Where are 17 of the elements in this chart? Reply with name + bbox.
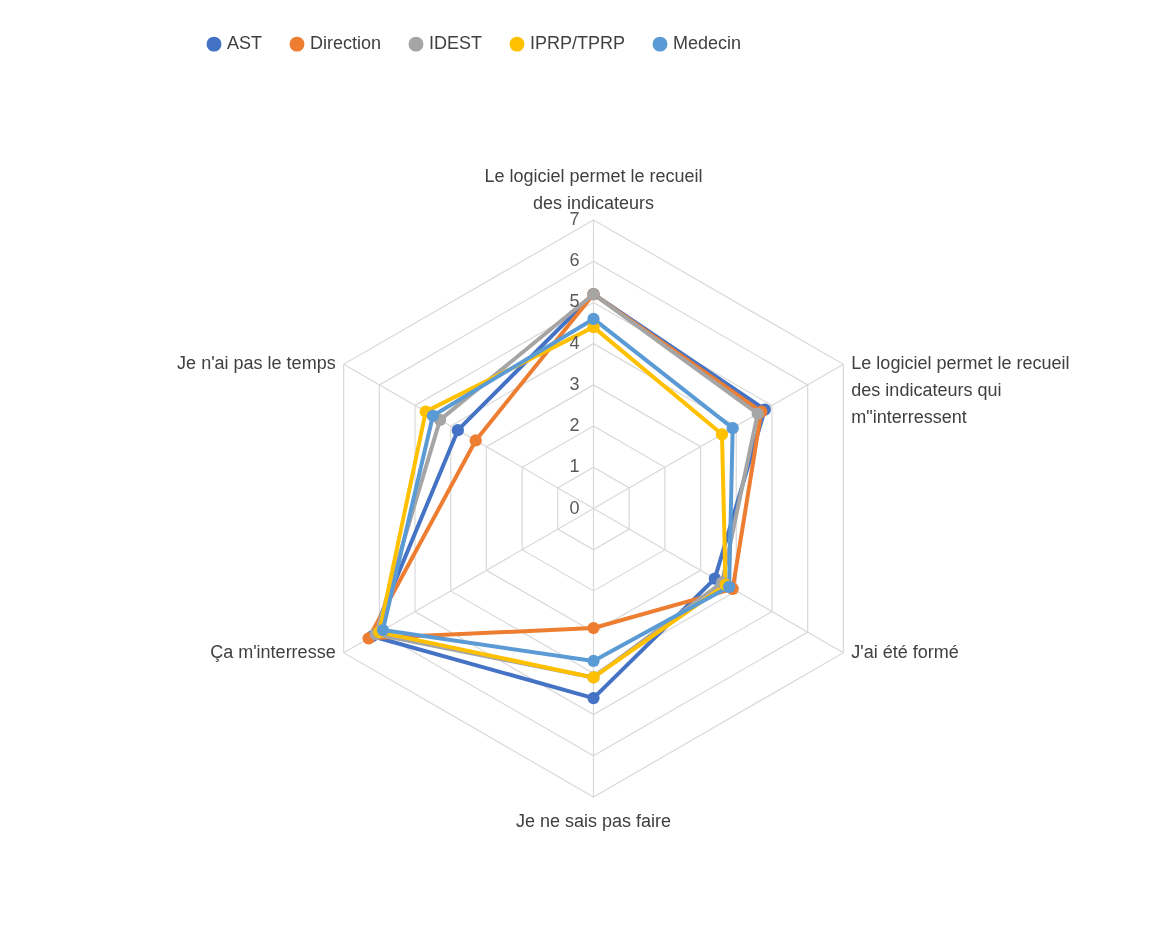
legend-label: IPRP/TPRP xyxy=(530,33,626,54)
y-tick-label: 4 xyxy=(569,332,580,353)
legend-label: Direction xyxy=(310,33,382,54)
y-tick-label: 5 xyxy=(569,291,580,312)
legend-label: Medecin xyxy=(673,33,742,54)
spoke-label: J'ai été formé xyxy=(851,641,959,662)
legend-label: IDEST xyxy=(429,33,483,54)
spoke-label: Je n'ai pas le temps xyxy=(177,353,336,374)
y-tick-label: 2 xyxy=(569,415,580,436)
legend-label: AST xyxy=(227,33,263,54)
y-tick-label: 6 xyxy=(569,250,580,271)
spoke-label: Le logiciel permet le recueil des indicateurs qui m"interressent xyxy=(851,353,1070,428)
spoke-label: Je ne sais pas faire xyxy=(515,811,672,831)
spoke-label: Ça m'interresse xyxy=(210,641,336,662)
y-tick-label: 0 xyxy=(569,497,580,518)
y-tick-label: 3 xyxy=(569,373,580,394)
y-tick-label: 1 xyxy=(569,456,580,477)
